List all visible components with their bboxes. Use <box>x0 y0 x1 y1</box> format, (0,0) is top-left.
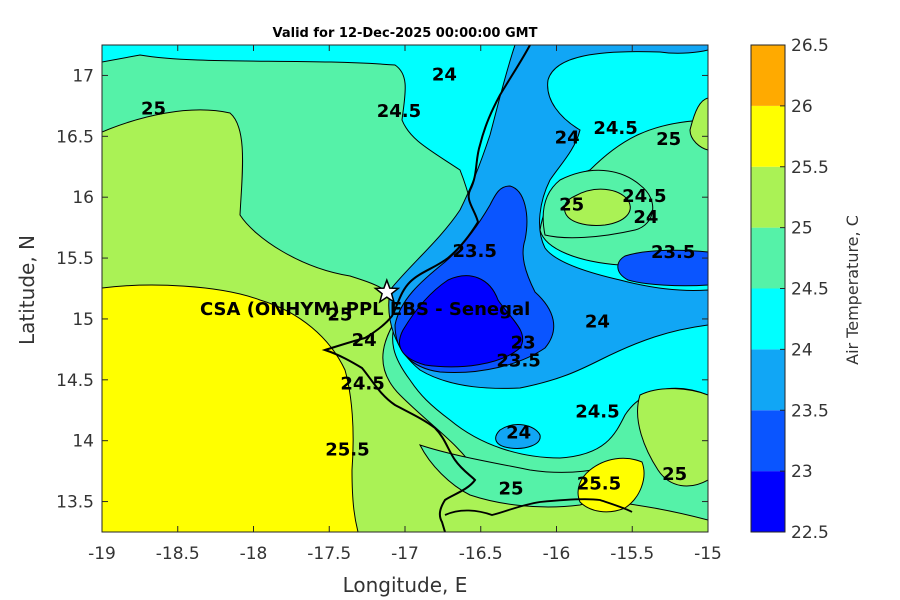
y-tick-label: 14 <box>72 432 94 452</box>
colorbar-swatch <box>751 45 785 106</box>
colorbar-swatch <box>751 410 785 472</box>
contour-label: 25 <box>656 129 681 150</box>
contour-label: 24 <box>352 330 377 351</box>
contour-label: 24.5 <box>377 101 421 122</box>
x-tick-label: -16 <box>543 544 571 564</box>
colorbar-tick-label: 26 <box>791 97 813 117</box>
contour-label: 24 <box>506 422 531 443</box>
contour-band-24.5-25-inner <box>563 188 631 226</box>
contour-band-24.5-25-east <box>637 388 708 487</box>
colorbar-swatch <box>751 471 785 532</box>
contour-label: 24.5 <box>340 374 384 395</box>
x-tick-label: -15 <box>694 544 722 564</box>
coastline <box>321 45 531 532</box>
contour-label: 23.5 <box>452 241 496 262</box>
contour-label: 23 <box>511 332 536 353</box>
x-tick-label: -17 <box>391 544 419 564</box>
colorbar-swatch <box>751 288 785 350</box>
site-star-icon <box>373 278 401 304</box>
y-tick-label: 13.5 <box>56 493 94 513</box>
x-tick-label: -16.5 <box>459 544 503 564</box>
contour-label: 25 <box>327 304 352 325</box>
colorbar-swatch <box>751 105 785 167</box>
x-tick-label: -18.5 <box>156 544 200 564</box>
contour-label: 25 <box>559 195 584 216</box>
contour-label: 24.5 <box>575 402 619 423</box>
y-tick-label: 16.5 <box>56 127 94 147</box>
y-axis-ticks: 13.5 14 14.5 15 15.5 16 16.5 17 <box>56 66 708 513</box>
temperature-contour-field <box>102 45 708 532</box>
contour-label: 23.5 <box>496 351 540 372</box>
x-tick-label: -19 <box>88 544 116 564</box>
x-axis-label: Longitude, E <box>343 573 468 597</box>
colorbar-tick-label: 23.5 <box>791 401 829 421</box>
colorbar-swatch <box>751 227 785 289</box>
colorbar-tick-label: 24 <box>791 340 813 360</box>
colorbar-tick-label: 23 <box>791 462 813 482</box>
contour-label: 25.5 <box>577 474 621 495</box>
contour-label: 25 <box>499 478 524 499</box>
y-tick-label: 16 <box>72 188 94 208</box>
contour-band-24.5-25-ne <box>689 97 708 151</box>
contour-label: 25 <box>662 464 687 485</box>
colorbar-tick-label: 22.5 <box>791 523 829 543</box>
x-tick-label: -17.5 <box>307 544 351 564</box>
contour-label: 24.5 <box>593 118 637 139</box>
contour-label: 24 <box>585 312 610 333</box>
y-axis-label: Latitude, N <box>15 235 39 345</box>
colorbar-tick-label: 25.5 <box>791 158 829 178</box>
colorbar-swatch <box>751 349 785 411</box>
y-tick-label: 15 <box>72 310 94 330</box>
contour-band-22.5-23 <box>399 275 524 368</box>
y-tick-label: 15.5 <box>56 249 94 269</box>
contour-label: 24 <box>633 207 658 228</box>
colorbar-tick-label: 25 <box>791 219 813 239</box>
site-label: CSA (ONHYM) PPL EBS - Senegal <box>200 299 530 320</box>
x-axis-ticks: -19 -18.5 -18 -17.5 -17 -16.5 -16 -15.5 -15 <box>88 45 722 564</box>
contour-band-23.5-24-small <box>495 424 541 449</box>
contour-label: 25 <box>141 99 166 120</box>
map-title: Valid for 12-Dec-2025 00:00:00 GMT <box>273 26 538 41</box>
colorbar-tick-label: 24.5 <box>791 280 829 300</box>
border-line <box>444 498 633 516</box>
x-tick-label: -18 <box>240 544 268 564</box>
contour-band-23-23.5-east <box>617 249 708 287</box>
colorbar-label: Air Temperature, C <box>843 215 862 365</box>
contour-band-25-25.5-west-inner <box>102 284 359 532</box>
y-tick-label: 14.5 <box>56 371 94 391</box>
contour-label: 24 <box>432 64 457 85</box>
contour-label: 23.5 <box>651 242 695 263</box>
colorbar: 22.5 23 23.5 24 24.5 25 25.5 26 26.5 <box>750 36 829 543</box>
contour-label: 24.5 <box>622 186 666 207</box>
colorbar-tick-label: 26.5 <box>791 36 829 56</box>
colorbar-swatch <box>751 166 785 228</box>
contour-label: 24 <box>555 128 580 149</box>
contour-label: 25.5 <box>325 439 369 460</box>
y-tick-label: 17 <box>72 66 94 86</box>
x-tick-label: -15.5 <box>610 544 654 564</box>
